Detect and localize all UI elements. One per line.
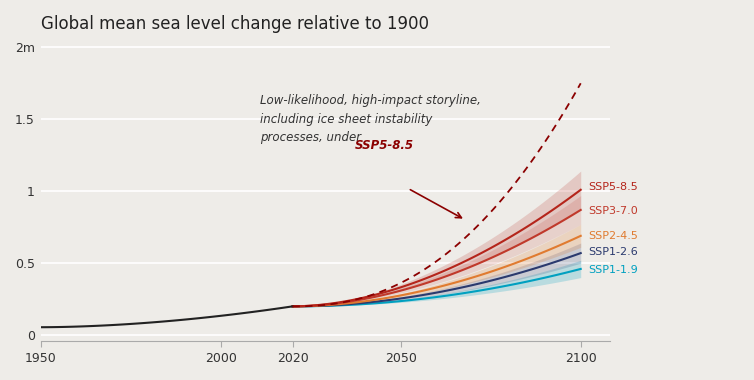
Text: Global mean sea level change relative to 1900: Global mean sea level change relative to…: [41, 15, 428, 33]
Text: SSP2-4.5: SSP2-4.5: [588, 231, 638, 241]
Text: SSP5-8.5: SSP5-8.5: [588, 182, 638, 192]
Text: SSP3-7.0: SSP3-7.0: [588, 206, 638, 216]
Text: Low-likelihood, high-impact storyline,
including ice sheet instability
processes: Low-likelihood, high-impact storyline, i…: [259, 94, 480, 144]
Text: SSP1-2.6: SSP1-2.6: [588, 247, 638, 256]
Text: SSP5-8.5: SSP5-8.5: [355, 139, 414, 152]
Text: SSP1-1.9: SSP1-1.9: [588, 265, 638, 276]
